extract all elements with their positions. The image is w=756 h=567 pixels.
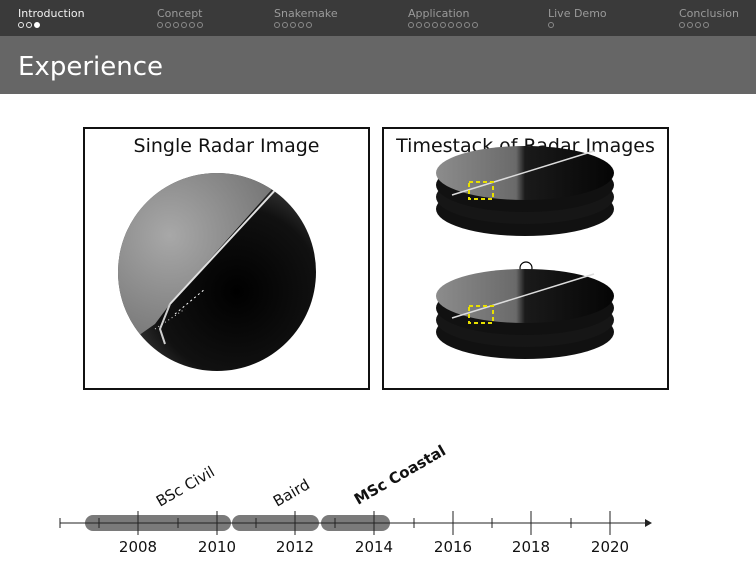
nav-dot[interactable] [181,22,187,28]
period-label-baird: Baird [270,475,313,510]
section-navigation: Introduction Concept Snakemake Applicati… [0,0,756,36]
nav-dot[interactable] [197,22,203,28]
nav-dots-live-demo [548,22,554,30]
nav-dot[interactable] [18,22,24,28]
timestack-panel: Timestack of Radar Images [382,127,669,390]
nav-dot[interactable] [440,22,446,28]
nav-dot[interactable] [464,22,470,28]
period-label-msc-coastal: MSc Coastal [351,442,449,509]
nav-dot[interactable] [306,22,312,28]
timeline-arrow-icon [645,519,652,527]
nav-dot[interactable] [679,22,685,28]
tick-label: 2016 [434,538,472,556]
minor-ticks [59,518,572,528]
nav-dots-conclusion [679,22,709,30]
nav-dot[interactable] [189,22,195,28]
single-radar-panel: Single Radar Image [83,127,370,390]
career-timeline: 2008 2010 2012 2014 2016 2018 2020 BSc C… [59,442,652,556]
nav-dot[interactable] [290,22,296,28]
period-label-bsc-civil: BSc Civil [153,463,218,511]
nav-dot[interactable] [282,22,288,28]
nav-dot[interactable] [173,22,179,28]
nav-dot[interactable] [703,22,709,28]
nav-dot[interactable] [695,22,701,28]
nav-section-conclusion[interactable]: Conclusion [679,7,739,20]
nav-dot[interactable] [456,22,462,28]
nav-section-application[interactable]: Application [408,7,470,20]
nav-section-introduction[interactable]: Introduction [18,7,85,20]
timestack-image [436,146,614,359]
frame-title-bar: Experience [0,36,756,94]
nav-dot[interactable] [432,22,438,28]
nav-dot[interactable] [26,22,32,28]
tick-label: 2008 [119,538,157,556]
nav-dot[interactable] [298,22,304,28]
nav-dot[interactable] [424,22,430,28]
nav-dot[interactable] [448,22,454,28]
tick-label: 2010 [198,538,236,556]
nav-dots-snakemake [274,22,312,30]
major-ticks [137,511,611,535]
frame-title: Experience [18,52,163,82]
nav-dot[interactable] [687,22,693,28]
tick-label: 2018 [512,538,550,556]
nav-section-concept[interactable]: Concept [157,7,203,20]
nav-dot[interactable] [408,22,414,28]
nav-dot[interactable] [274,22,280,28]
tick-label: 2012 [276,538,314,556]
nav-dots-concept [157,22,203,30]
tick-label: 2020 [591,538,629,556]
tick-label: 2014 [355,538,393,556]
nav-dot[interactable] [416,22,422,28]
single-radar-image [118,173,316,371]
nav-section-snakemake[interactable]: Snakemake [274,7,338,20]
single-radar-title: Single Radar Image [133,135,320,157]
nav-section-live-demo[interactable]: Live Demo [548,7,607,20]
nav-dots-introduction [18,22,40,30]
nav-dots-application [408,22,478,30]
nav-dot-current[interactable] [34,22,40,28]
nav-dot[interactable] [548,22,554,28]
nav-dot[interactable] [165,22,171,28]
nav-dot[interactable] [472,22,478,28]
nav-dot[interactable] [157,22,163,28]
